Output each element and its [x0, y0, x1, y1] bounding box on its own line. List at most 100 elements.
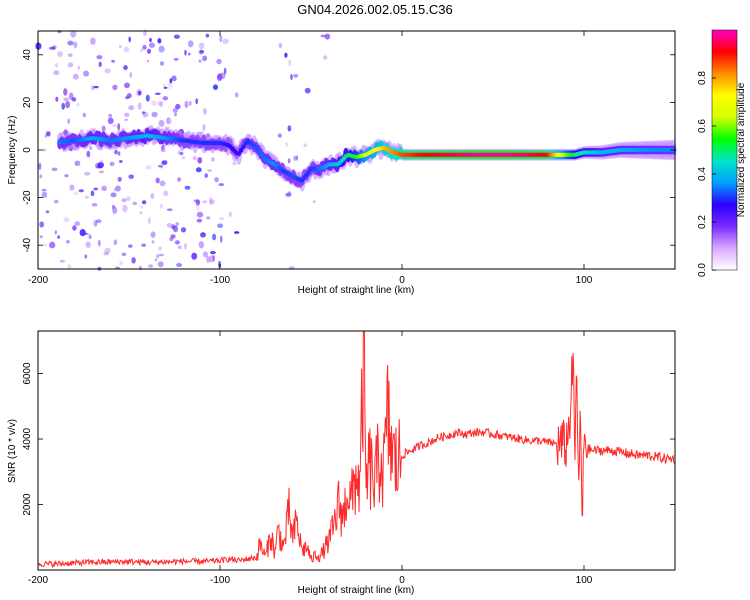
spectrogram-speckle	[98, 239, 101, 247]
spectrogram-speckle	[101, 125, 106, 132]
spectrogram-speckle	[127, 244, 133, 248]
spectrogram-speckle	[174, 240, 180, 245]
spectrogram-speckle	[167, 117, 172, 125]
spectrogram-noise-speckles	[35, 29, 331, 271]
spectrogram-speckle	[219, 235, 223, 243]
spectrogram-speckle	[77, 65, 80, 70]
spectrogram-speckle	[278, 42, 283, 49]
spectrogram-speckle	[139, 211, 143, 214]
colorbar-tick-label: 0.8	[697, 71, 708, 85]
spectrogram-speckle	[43, 243, 47, 247]
spectrogram-speckle	[192, 156, 197, 161]
spectrogram-speckle	[141, 243, 146, 247]
spectrogram-speckle	[132, 201, 138, 206]
spectrogram-speckle	[151, 240, 155, 244]
colorbar-tick-label: 0.0	[697, 263, 708, 277]
spectrogram-speckle	[67, 264, 72, 269]
spectrogram-speckle	[85, 241, 91, 248]
spectrogram-speckle	[53, 70, 60, 76]
spectrogram-speckle	[119, 45, 122, 48]
spectrogram-speckle	[223, 67, 227, 75]
spectrogram-speckle	[124, 82, 130, 89]
spectrogram-speckle	[146, 59, 150, 63]
spectrogram-speckle	[323, 55, 328, 60]
spectrogram-speckle	[324, 33, 331, 40]
spectrogram-speckle	[184, 243, 187, 250]
y-tick-label: 0	[22, 147, 33, 153]
spectrogram-speckle	[199, 50, 205, 54]
spectrogram-speckle	[196, 203, 200, 212]
spectrogram-speckle	[104, 68, 111, 74]
colorbar-tick-label: 0.4	[697, 167, 708, 181]
spectrogram-speckle	[91, 85, 95, 91]
spectrogram-speckle	[71, 97, 77, 102]
spectrogram-speckle	[145, 165, 152, 170]
spectrogram-speckle	[137, 90, 142, 96]
spectrogram-speckle	[166, 208, 173, 212]
spectrogram-speckle	[51, 167, 58, 172]
spectrogram-speckle	[181, 156, 186, 160]
spectrogram-speckle	[175, 222, 179, 226]
spectrogram-speckle	[156, 100, 163, 106]
spectrogram-speckle	[191, 252, 198, 260]
spectrogram-speckle	[155, 177, 160, 184]
spectrogram-speckle	[74, 160, 81, 166]
spectrogram-speckle	[101, 185, 107, 191]
spectrogram-speckle	[287, 191, 292, 197]
snr-x-label: Height of straight line (km)	[298, 585, 415, 596]
spectrogram-x-ticks: -200 -100 0 100	[28, 31, 593, 286]
spectrogram-speckle	[113, 239, 118, 246]
spectrogram-speckle	[172, 107, 178, 114]
spectrogram-speckle	[219, 217, 225, 220]
x-tick-label: 0	[399, 575, 405, 586]
spectrogram-speckle	[149, 37, 152, 43]
colorbar: 0.0 0.2 0.4 0.6 0.8 Normalized spectral ampl…	[697, 29, 747, 277]
y-tick-label: -40	[22, 238, 33, 253]
spectrogram-speckle	[173, 225, 178, 233]
spectrogram-speckle	[63, 88, 68, 96]
spectrogram-speckle	[160, 149, 166, 153]
spectrogram-speckle	[98, 61, 102, 67]
spectrogram-speckle	[217, 223, 224, 228]
spectrogram-speckle	[111, 124, 118, 127]
spectrogram-speckle	[158, 119, 165, 127]
spectrogram-speckle	[128, 36, 131, 43]
spectrogram-speckle	[88, 145, 93, 151]
spectrogram-speckle	[285, 142, 289, 147]
colorbar-tick-label: 0.6	[697, 119, 708, 133]
spectrogram-speckle	[163, 86, 168, 90]
spectrogram-speckle	[123, 65, 128, 71]
spectrogram-speckle	[66, 239, 70, 244]
spectrogram-speckle	[212, 233, 217, 241]
snr-frame	[37, 330, 676, 571]
spectrogram-ridge-core	[236, 151, 242, 156]
spectrogram-speckle	[42, 148, 47, 152]
spectrogram-speckle	[84, 195, 90, 199]
spectrogram-speckle	[187, 40, 194, 48]
spectrogram-speckle	[124, 112, 130, 117]
spectrogram-speckle	[195, 167, 202, 173]
spectrogram-speckle	[45, 210, 50, 214]
spectrogram-speckle	[214, 177, 219, 183]
spectrogram-speckle	[39, 235, 43, 239]
spectrogram-speckle	[54, 230, 57, 235]
spectrogram-speckle	[57, 235, 61, 239]
spectrogram-speckle	[139, 205, 144, 209]
x-tick-label: -100	[210, 275, 230, 286]
spectrogram-speckle	[93, 187, 98, 191]
spectrogram-speckle	[93, 85, 99, 89]
spectrogram-speckle	[97, 161, 105, 169]
x-tick-label: 100	[576, 575, 593, 586]
spectrogram-speckle	[90, 190, 95, 197]
spectrogram-speckle	[228, 211, 232, 218]
spectrogram-speckle	[112, 84, 118, 91]
spectrogram-speckle	[121, 252, 127, 257]
spectrogram-speckle	[91, 203, 98, 207]
spectrogram-speckle	[148, 42, 156, 48]
spectrogram-speckle	[53, 199, 59, 204]
spectrogram-speckle	[175, 103, 181, 110]
spectrogram-speckle	[154, 92, 161, 96]
spectrogram-speckle	[117, 123, 120, 131]
spectrogram-speckle	[90, 37, 96, 45]
